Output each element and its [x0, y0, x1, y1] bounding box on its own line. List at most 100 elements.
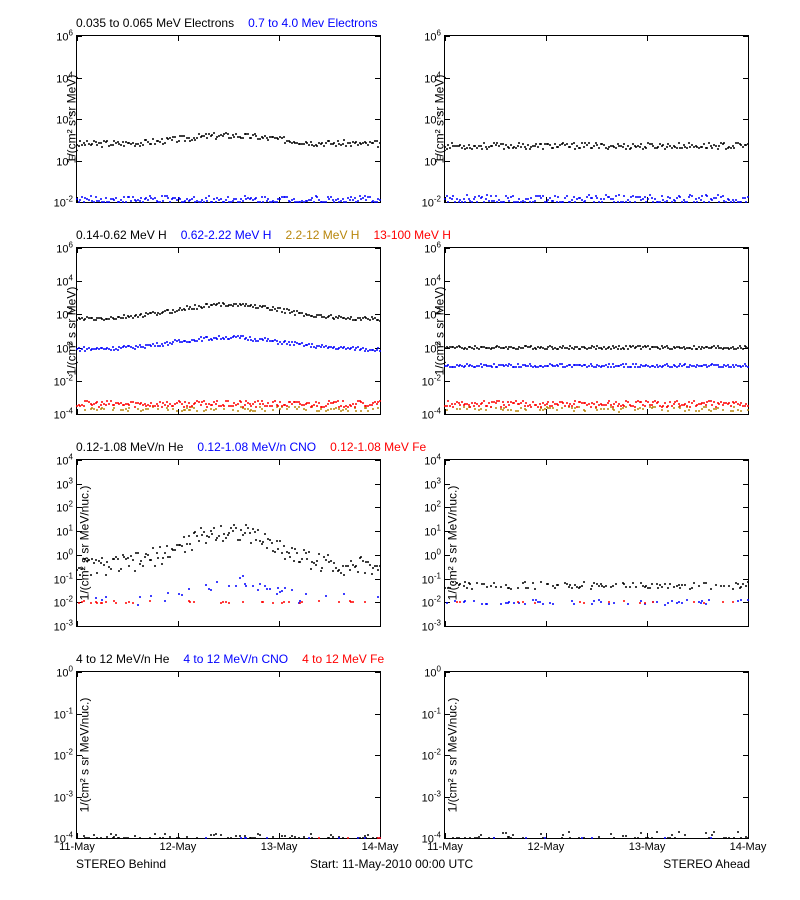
data-point	[671, 201, 673, 203]
data-point	[352, 199, 354, 201]
data-point	[522, 837, 524, 839]
data-point	[134, 406, 136, 408]
data-point	[691, 348, 693, 350]
data-point	[223, 408, 225, 410]
data-point	[711, 834, 713, 836]
data-point	[228, 532, 230, 534]
data-point	[571, 405, 573, 407]
data-point	[181, 403, 183, 405]
data-point	[259, 201, 261, 203]
data-point	[454, 403, 456, 405]
data-point	[733, 201, 735, 203]
data-point	[122, 141, 124, 143]
data-point	[376, 201, 378, 203]
data-point	[532, 401, 534, 403]
data-point	[715, 584, 717, 586]
title-0-0: 0.035 to 0.065 MeV Electrons	[76, 16, 234, 30]
data-point	[449, 147, 451, 149]
row-0: 0.035 to 0.065 MeV Electrons0.7 to 4.0 M…	[10, 10, 790, 210]
data-point	[502, 832, 504, 834]
data-point	[595, 406, 597, 408]
data-point	[578, 837, 580, 839]
data-point	[473, 348, 475, 350]
data-point	[642, 148, 644, 150]
data-point	[310, 833, 312, 835]
data-point	[154, 565, 156, 567]
data-point	[242, 575, 244, 577]
data-point	[325, 405, 327, 407]
data-point	[206, 303, 208, 305]
data-point	[463, 585, 465, 587]
data-point	[540, 833, 542, 835]
data-point	[464, 837, 466, 839]
data-point	[355, 565, 357, 567]
xtick-mark-top	[748, 460, 749, 465]
title-3-2: 4 to 12 MeV Fe	[302, 652, 384, 666]
panel-0-left: 1/(cm² s sr MeV)10-2100102104106	[76, 35, 381, 203]
data-point	[574, 201, 576, 203]
data-point	[84, 350, 86, 352]
panel-3-right: 1/(cm² s sr MeV/nuc.)10-410-310-210-1100…	[444, 671, 749, 839]
data-point	[289, 556, 291, 558]
data-point	[227, 400, 229, 402]
data-point	[210, 589, 212, 591]
data-point	[96, 837, 98, 839]
data-point	[313, 404, 315, 406]
data-point	[264, 533, 266, 535]
data-point	[657, 401, 659, 403]
data-point	[311, 197, 313, 199]
data-layer-3-left	[77, 672, 380, 838]
data-point	[732, 588, 734, 590]
data-point	[630, 147, 632, 149]
data-point	[350, 196, 352, 198]
data-point	[142, 565, 144, 567]
data-point	[254, 531, 256, 533]
data-point	[725, 201, 727, 203]
data-point	[566, 402, 568, 404]
data-point	[345, 348, 347, 350]
data-point	[340, 405, 342, 407]
data-point	[701, 408, 703, 410]
data-point	[744, 405, 746, 407]
data-point	[481, 603, 483, 605]
data-point	[181, 545, 183, 547]
data-point	[703, 201, 705, 203]
ytick-label: 10-1	[54, 571, 73, 586]
data-point	[137, 316, 139, 318]
data-point	[318, 553, 320, 555]
data-point	[137, 604, 139, 606]
xtick-label: 11-May	[427, 841, 463, 853]
data-point	[377, 407, 379, 409]
data-point	[281, 311, 283, 313]
data-point	[549, 197, 551, 199]
data-point	[686, 147, 688, 149]
data-point	[588, 403, 590, 405]
footer-center: Start: 11-May-2010 00:00 UTC	[310, 857, 473, 871]
data-point	[318, 402, 320, 404]
data-point	[549, 407, 551, 409]
data-point	[596, 409, 598, 411]
data-point	[189, 601, 191, 603]
data-point	[561, 837, 563, 839]
data-point	[542, 195, 544, 197]
data-point	[610, 366, 612, 368]
data-point	[196, 340, 198, 342]
data-point	[276, 201, 278, 203]
data-point	[627, 145, 629, 147]
data-point	[328, 140, 330, 142]
data-point	[730, 147, 732, 149]
ytick-label: 101	[424, 524, 441, 539]
data-point	[557, 365, 559, 367]
figure-root: 0.035 to 0.065 MeV Electrons0.7 to 4.0 M…	[10, 10, 790, 890]
data-point	[286, 196, 288, 198]
data-point	[742, 583, 744, 585]
data-point	[569, 146, 571, 148]
data-point	[308, 343, 310, 345]
data-point	[79, 199, 81, 201]
data-point	[723, 585, 725, 587]
data-point	[705, 582, 707, 584]
data-point	[342, 837, 344, 839]
data-point	[478, 405, 480, 407]
data-point	[156, 342, 158, 344]
data-point	[242, 335, 244, 337]
